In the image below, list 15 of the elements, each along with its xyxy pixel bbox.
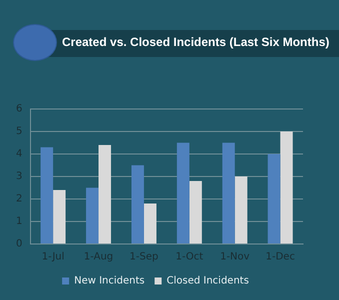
- legend-label: New Incidents: [74, 276, 145, 287]
- bar: [144, 204, 156, 244]
- bar: [189, 181, 202, 244]
- bar: [131, 165, 144, 244]
- legend-label: Closed Incidents: [166, 276, 249, 287]
- bar: [268, 154, 280, 244]
- bar: [222, 142, 235, 244]
- bar: [98, 145, 112, 244]
- bar: [40, 147, 54, 244]
- bar: [176, 142, 190, 244]
- bar: [86, 188, 99, 244]
- bar: [280, 132, 293, 244]
- bar: [234, 176, 248, 244]
- bar: [53, 190, 66, 244]
- chart-title: Created vs. Closed Incidents (Last Six Months): [62, 35, 330, 49]
